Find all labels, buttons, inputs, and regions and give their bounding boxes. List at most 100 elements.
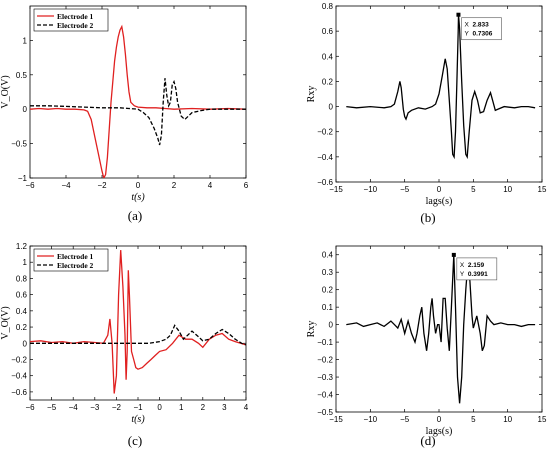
x-tick-label: 0 <box>437 415 442 424</box>
y-tick-label: −0.3 <box>317 373 333 382</box>
y-tick-label: 0.5 <box>16 71 28 80</box>
y-tick-label: 0 <box>329 321 334 330</box>
datatip-marker[interactable] <box>456 12 461 17</box>
x-tick-label: 15 <box>538 415 547 424</box>
series-line-electrode-1 <box>30 24 246 178</box>
y-tick-label: −1 <box>18 174 28 183</box>
x-tick-label: −15 <box>329 415 343 424</box>
x-tick-label: 3 <box>222 403 227 412</box>
panel-d: −15 −10 −5 0 5 10 15 −0.5 −0.4 −0.3 −0.2 −0.1 0 0.1 0.… <box>306 245 547 448</box>
datatip-x-label: X <box>460 262 465 269</box>
datatip-box <box>461 17 502 41</box>
y-axis-label: V_O(V) <box>0 75 11 108</box>
series-line-electrode-2 <box>30 324 246 346</box>
y-tick-label: 0.8 <box>16 274 28 283</box>
y-tick-label: −0.2 <box>317 128 333 137</box>
series-line-rxy <box>346 254 536 404</box>
y-tick-label: −0.1 <box>317 338 333 347</box>
x-tick-label: −2 <box>97 181 107 190</box>
y-tick-label: −0.4 <box>317 391 333 400</box>
series-line-electrode-2 <box>30 78 246 146</box>
panel-caption: (a) <box>128 208 142 223</box>
panel-caption: (d) <box>420 433 435 448</box>
y-tick-label: 0.4 <box>16 307 28 316</box>
x-tick-label: 0 <box>437 185 442 194</box>
datatip-box <box>456 257 498 281</box>
y-tick-label: −0.4 <box>317 153 333 162</box>
y-tick-label: −0.2 <box>317 356 333 365</box>
x-tick-label: −3 <box>90 403 100 412</box>
panel-c: −6 −5 −4 −3 −2 −1 0 1 2 3 4 −0.6 −0.4 −0.2 0 0.2 0.4 0.6 0… <box>0 242 249 448</box>
x-tick-label: 0 <box>157 403 162 412</box>
x-tick-label: −6 <box>25 403 35 412</box>
y-tick-label: −0.6 <box>11 388 27 397</box>
y-tick-label: 1.2 <box>16 242 28 251</box>
y-tick-label: −0.6 <box>317 178 333 187</box>
x-tick-label: 10 <box>503 415 512 424</box>
panel-b: −15 −10 −5 0 5 10 15 −0.6 −0.4 −0.2 0 0.2 0.4 0.6 0.8 l… <box>306 2 547 225</box>
x-tick-label: −2 <box>112 403 122 412</box>
datatip-y-value: 0.3991 <box>468 271 488 278</box>
x-tick-label: 5 <box>471 415 476 424</box>
y-tick-label: −0.5 <box>317 408 333 417</box>
y-tick-label: 0.2 <box>16 323 28 332</box>
datatip-x-value: 2.833 <box>472 22 489 29</box>
x-tick-label: −5 <box>400 185 410 194</box>
y-tick-label: 0 <box>23 339 28 348</box>
series-line-rxy <box>346 14 536 160</box>
x-axis-label: t(s) <box>131 192 145 203</box>
datatip-y-label: Y <box>460 271 465 278</box>
y-tick-label: 0.2 <box>322 77 334 86</box>
series-line-electrode-1 <box>30 250 246 394</box>
x-tick-label: −15 <box>329 185 343 194</box>
y-tick-label: 0 <box>329 103 334 112</box>
datatip-x-label: X <box>464 22 469 29</box>
x-axis-label: lags(s) <box>426 426 453 437</box>
x-tick-label: 6 <box>244 181 249 190</box>
x-axis-label: t(s) <box>131 414 145 425</box>
x-tick-label: 4 <box>208 181 213 190</box>
y-tick-label: 0.2 <box>322 286 334 295</box>
y-tick-label: 0.1 <box>322 303 334 312</box>
x-tick-label: 5 <box>471 185 476 194</box>
y-tick-label: 1 <box>23 36 28 45</box>
y-tick-label: −0.5 <box>11 140 27 149</box>
y-tick-label: 1 <box>23 258 28 267</box>
x-tick-label: 2 <box>172 181 177 190</box>
x-tick-label: −1 <box>133 403 143 412</box>
y-tick-label: 0.3 <box>322 268 334 277</box>
legend-label: Electrode 1 <box>57 12 94 21</box>
y-tick-label: 0 <box>23 105 28 114</box>
x-tick-label: 2 <box>201 403 206 412</box>
x-tick-label: −10 <box>364 415 378 424</box>
datatip-marker[interactable] <box>451 252 456 257</box>
x-tick-label: 10 <box>503 185 512 194</box>
legend-label: Electrode 2 <box>57 261 94 270</box>
x-tick-label: −4 <box>69 403 79 412</box>
x-tick-label: −5 <box>47 403 57 412</box>
x-tick-label: −4 <box>61 181 71 190</box>
plot-frame <box>29 5 247 179</box>
y-tick-label: −0.4 <box>11 372 27 381</box>
x-tick-label: −5 <box>400 415 410 424</box>
y-tick-label: −0.2 <box>11 355 27 364</box>
x-axis-label: lags(s) <box>426 196 453 207</box>
x-tick-label: 1 <box>179 403 184 412</box>
y-axis-label: V_O(V) <box>0 306 11 339</box>
x-tick-label: 4 <box>244 403 249 412</box>
panel-caption: (b) <box>420 210 435 225</box>
y-tick-label: 0.6 <box>322 27 334 36</box>
x-tick-label: −6 <box>25 181 35 190</box>
y-tick-label: 0.8 <box>322 2 334 11</box>
panel-caption: (c) <box>128 433 142 448</box>
legend-label: Electrode 1 <box>57 252 94 261</box>
datatip-y-label: Y <box>464 31 469 38</box>
x-tick-label: 15 <box>538 185 547 194</box>
datatip-x-value: 2.159 <box>468 262 485 269</box>
y-tick-label: 0.4 <box>322 251 334 260</box>
